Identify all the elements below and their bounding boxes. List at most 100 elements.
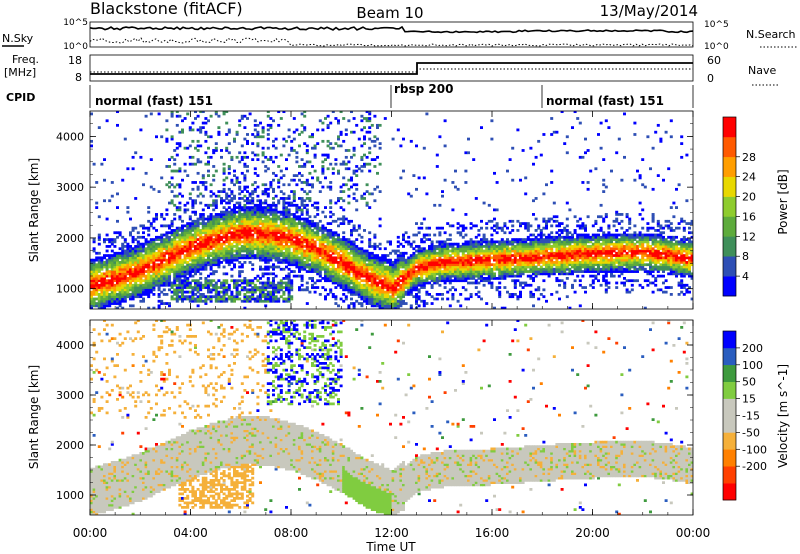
power-cell — [220, 238, 223, 241]
power-cell — [212, 251, 216, 255]
power-cell — [175, 261, 179, 264]
power-cell — [121, 235, 125, 239]
power-cell — [134, 290, 138, 294]
power-cell — [201, 126, 205, 130]
power-cell — [173, 203, 177, 207]
power-cell — [389, 288, 392, 292]
power-cell — [490, 119, 494, 123]
power-cell — [339, 162, 343, 166]
power-cell — [243, 151, 247, 155]
power-cell — [386, 265, 390, 269]
power-cell — [246, 217, 249, 221]
power-cell — [428, 270, 431, 273]
power-cell — [480, 251, 483, 255]
power-cell — [220, 149, 223, 152]
power-cell — [391, 295, 395, 299]
power-cell — [407, 258, 411, 262]
power-cell — [381, 267, 385, 271]
power-cell — [482, 263, 486, 267]
power-cell — [422, 286, 426, 289]
power-cell — [222, 210, 226, 214]
power-cell — [352, 270, 356, 273]
power-cell — [389, 304, 392, 308]
power-cell — [318, 190, 322, 193]
power-cell — [264, 256, 268, 260]
power-cell — [383, 254, 387, 257]
power-cell — [201, 286, 205, 289]
power-cell — [204, 283, 208, 287]
power-cell — [121, 277, 125, 280]
power-cell — [407, 235, 411, 239]
power-cell — [264, 208, 268, 212]
power-cell — [378, 265, 382, 269]
power-cell — [175, 279, 179, 283]
power-cell — [303, 288, 307, 292]
power-cell — [324, 254, 327, 257]
power-cell — [253, 297, 257, 301]
power-cell — [246, 242, 249, 246]
power-cell — [149, 279, 153, 283]
power-cell — [422, 272, 426, 276]
power-cell — [186, 224, 190, 228]
power-cell — [251, 238, 255, 241]
power-cell — [337, 199, 340, 203]
power-cell — [134, 270, 138, 273]
power-cell — [264, 295, 268, 299]
power-cell — [506, 245, 509, 248]
power-cell — [222, 112, 226, 116]
power-cell — [305, 281, 309, 285]
power-cell — [404, 251, 408, 255]
power-cell — [162, 279, 166, 283]
nave-tick-low: 0 — [707, 72, 714, 85]
power-cell — [300, 158, 304, 161]
power-cell — [433, 245, 437, 248]
power-cell — [402, 299, 405, 303]
power-cell — [474, 258, 478, 262]
power-cell — [139, 235, 143, 239]
power-cell — [441, 277, 444, 280]
power-cell — [352, 302, 356, 305]
power-cell — [194, 286, 197, 289]
power-cell — [230, 235, 234, 239]
power-cell — [110, 299, 114, 303]
power-cell — [279, 210, 283, 214]
power-cell — [272, 293, 275, 296]
power-cell — [92, 293, 96, 296]
power-cell — [467, 265, 470, 269]
power-cell — [443, 274, 447, 278]
power-cell — [201, 224, 205, 228]
power-cell — [318, 274, 322, 278]
power-cell — [305, 261, 309, 264]
power-cell — [274, 219, 278, 223]
power-cell — [131, 304, 135, 308]
power-cell — [446, 263, 450, 267]
power-cell — [155, 272, 158, 276]
power-cell — [287, 215, 291, 219]
power-cell — [168, 281, 171, 285]
power-cell — [95, 272, 99, 276]
power-cell — [368, 240, 372, 244]
power-cell — [386, 295, 390, 299]
power-cell — [266, 251, 270, 255]
power-cell — [290, 242, 294, 246]
power-cell — [243, 155, 247, 159]
power-cell — [147, 210, 151, 214]
power-cell — [173, 240, 177, 244]
power-cell — [331, 281, 335, 285]
power-cell — [113, 245, 117, 248]
power-cell — [355, 293, 359, 296]
power-cell — [331, 279, 335, 283]
power-cell — [347, 281, 351, 285]
power-cell — [173, 258, 177, 262]
power-cell — [251, 217, 255, 221]
power-cell — [196, 149, 200, 152]
power-cell — [123, 295, 127, 299]
power-cell — [321, 254, 325, 257]
power-cell — [129, 256, 132, 260]
power-cell — [240, 206, 244, 209]
power-cell — [266, 229, 270, 232]
power-cell — [435, 254, 439, 257]
power-cell — [105, 267, 109, 271]
power-cell — [495, 251, 499, 255]
power-cell — [149, 290, 153, 294]
